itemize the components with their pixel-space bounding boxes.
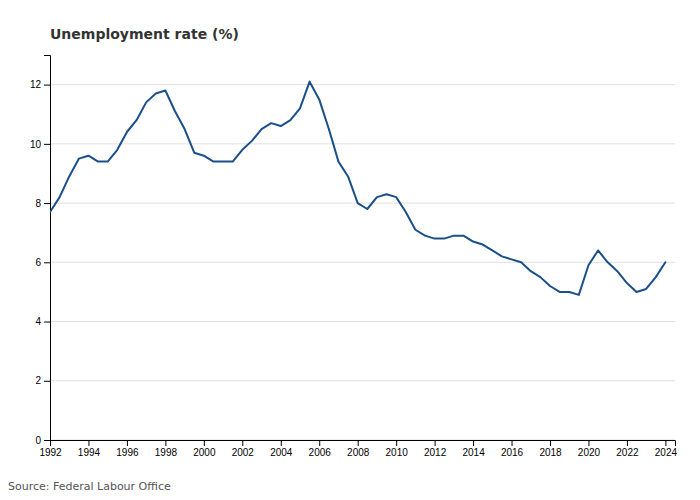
x-tick-mark	[512, 440, 513, 446]
x-tick: 1992	[39, 440, 62, 458]
x-tick-mark	[435, 440, 436, 446]
y-tick-label: 0	[35, 435, 41, 446]
grid-line	[50, 380, 675, 381]
x-tick: 2018	[539, 440, 562, 458]
x-tick: 2016	[501, 440, 524, 458]
y-tick-mark	[44, 440, 50, 441]
y-tick-mark	[44, 85, 50, 86]
y-tick: 8	[35, 198, 50, 209]
x-tick-mark	[88, 440, 89, 446]
x-tick-mark	[204, 440, 205, 446]
y-tick-mark	[44, 322, 50, 323]
grid-line	[50, 321, 675, 322]
x-tick-mark	[665, 440, 666, 446]
x-tick: 2012	[424, 440, 447, 458]
chart: 1992199419961998200020022004200620082010…	[0, 0, 700, 500]
x-tick: 2022	[616, 440, 639, 458]
x-tick-label: 1996	[116, 447, 139, 458]
y-axis-line	[44, 56, 51, 441]
x-tick: 1998	[155, 440, 178, 458]
x-tick-mark	[127, 440, 128, 446]
y-tick: 2	[35, 375, 50, 386]
grid-line	[50, 203, 675, 204]
x-tick-mark	[473, 440, 474, 446]
x-tick-label: 2024	[655, 447, 678, 458]
grid-line	[50, 262, 675, 263]
y-tick-mark	[44, 203, 50, 204]
grid-line	[50, 84, 675, 85]
x-tick-label: 1994	[78, 447, 101, 458]
x-tick-mark	[165, 440, 166, 446]
x-tick: 2014	[462, 440, 485, 458]
y-tick: 12	[30, 79, 50, 90]
x-tick-label: 2000	[193, 447, 216, 458]
x-tick-label: 2006	[309, 447, 332, 458]
x-axis-line	[51, 441, 676, 447]
x-axis: 1992 1994 1996 1998 2000 2002 2004 2006 2008 2010…	[39, 440, 677, 458]
x-tick: 2008	[347, 440, 370, 458]
x-tick-mark	[281, 440, 282, 446]
grid	[50, 85, 675, 440]
x-tick: 2020	[578, 440, 601, 458]
grid-line	[50, 143, 675, 144]
y-tick: 0	[35, 435, 50, 446]
x-tick-label: 2018	[539, 447, 562, 458]
x-tick-label: 2012	[424, 447, 447, 458]
x-tick-label: 2016	[501, 447, 524, 458]
x-tick-label: 2002	[232, 447, 255, 458]
y-tick-mark	[44, 144, 50, 145]
x-tick-label: 2022	[616, 447, 639, 458]
x-tick: 1994	[78, 440, 101, 458]
x-tick: 2024	[655, 440, 678, 458]
x-tick: 2006	[309, 440, 332, 458]
x-tick-mark	[319, 440, 320, 446]
x-tick: 1996	[116, 440, 139, 458]
x-tick-label: 2008	[347, 447, 370, 458]
y-tick-label: 12	[30, 79, 42, 90]
title: Unemployment rate (%)	[50, 26, 239, 42]
x-tick-label: 2014	[462, 447, 485, 458]
x-tick-label: 2010	[386, 447, 409, 458]
y-tick: 10	[30, 139, 50, 150]
annotation: Source: Federal Labour Office	[8, 480, 171, 493]
x-tick: 2002	[232, 440, 255, 458]
x-tick-mark	[588, 440, 589, 446]
y-axis: 0 2 4 6 8 10 12	[30, 56, 51, 446]
y-tick-label: 2	[35, 375, 41, 386]
x-tick-mark	[550, 440, 551, 446]
x-tick-label: 2004	[270, 447, 293, 458]
y-tick-mark	[44, 262, 50, 263]
x-tick-mark	[627, 440, 628, 446]
x-tick-label: 2020	[578, 447, 601, 458]
x-tick-mark	[358, 440, 359, 446]
y-tick-label: 4	[35, 316, 41, 327]
x-tick-label: 1998	[155, 447, 178, 458]
x-tick: 2000	[193, 440, 216, 458]
x-tick: 2004	[270, 440, 293, 458]
y-tick: 4	[35, 316, 50, 327]
y-tick: 6	[35, 257, 50, 268]
line	[50, 82, 665, 295]
x-tick-mark	[242, 440, 243, 446]
y-tick-label: 10	[30, 139, 42, 150]
x-tick: 2010	[386, 440, 409, 458]
y-tick-mark	[44, 381, 50, 382]
x-tick-mark	[396, 440, 397, 446]
plot-area	[50, 82, 665, 295]
y-tick-label: 8	[35, 198, 41, 209]
y-tick-label: 6	[35, 257, 41, 268]
x-tick-label: 1992	[39, 447, 62, 458]
